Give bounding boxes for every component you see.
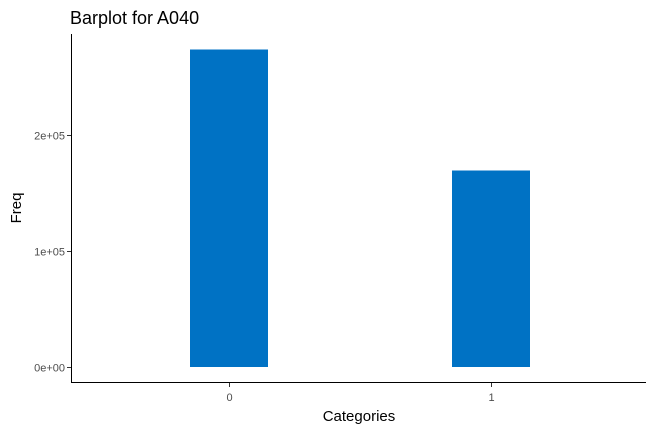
- y-axis-title: Freq: [8, 193, 25, 224]
- bar-0: [190, 49, 268, 368]
- y-tick-label: 0e+00: [34, 363, 65, 375]
- chart-title: Barplot for A040: [70, 8, 199, 28]
- x-tick-label: 0: [226, 392, 232, 404]
- x-axis-title: Categories: [323, 408, 396, 425]
- y-tick-label: 2e+05: [34, 131, 65, 143]
- y-axis-ticks: 0e+00 1e+05 2e+05: [34, 131, 71, 375]
- bars-group: [190, 49, 530, 368]
- x-tick-label: 1: [488, 392, 494, 404]
- y-tick-label: 1e+05: [34, 247, 65, 259]
- bar-1: [452, 170, 530, 367]
